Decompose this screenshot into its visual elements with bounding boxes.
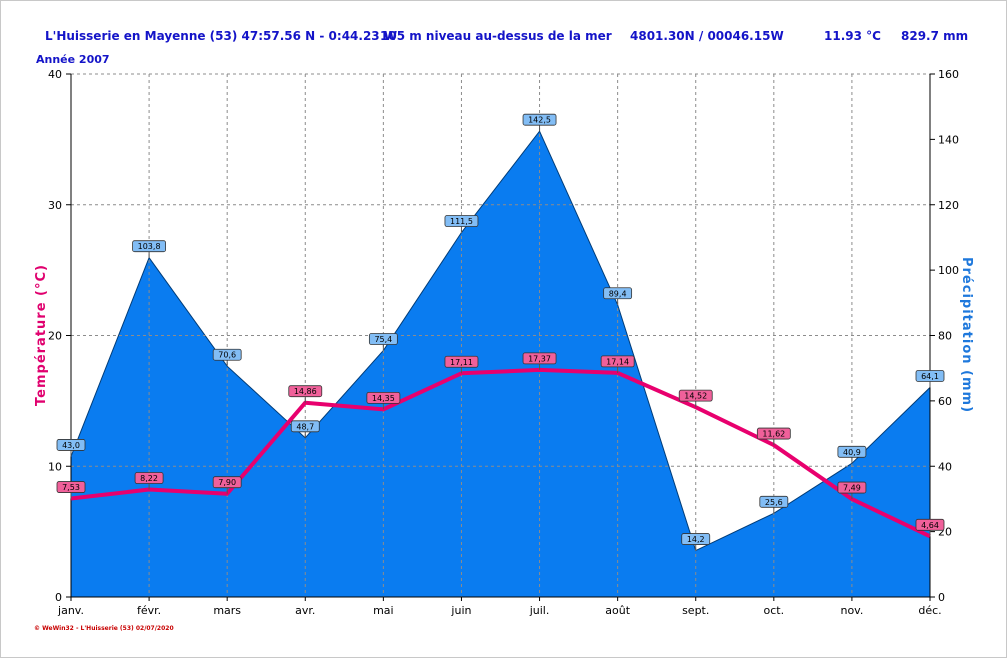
coordinates-text: 4801.30N / 00046.15W bbox=[630, 29, 784, 43]
temp-data-label-box bbox=[212, 476, 242, 489]
temp-data-label: 17,14 bbox=[606, 357, 629, 366]
precip-data-label: 142,5 bbox=[528, 116, 551, 125]
precip-data-label: 89,4 bbox=[609, 289, 627, 298]
year-label: Année 2007 bbox=[36, 53, 110, 66]
precip-data-label: 103,8 bbox=[138, 242, 161, 251]
left-tick-label: 30 bbox=[48, 199, 62, 212]
precip-data-label: 111,5 bbox=[450, 217, 473, 226]
total-precipitation: 829.7 mm bbox=[901, 29, 969, 43]
temp-data-label: 14,35 bbox=[372, 394, 395, 403]
x-tick-label: mars bbox=[213, 604, 241, 617]
temp-data-label-box bbox=[366, 391, 401, 404]
x-tick-label: févr. bbox=[137, 604, 161, 617]
temp-data-label: 14,52 bbox=[684, 392, 707, 401]
temp-data-label: 17,37 bbox=[528, 354, 551, 363]
station-title: L'Huisserie en Mayenne (53) 47:57.56 N -… bbox=[45, 29, 398, 43]
precip-data-label: 43,0 bbox=[62, 441, 80, 450]
x-tick-label: nov. bbox=[840, 604, 863, 617]
precip-data-label-box bbox=[56, 439, 86, 451]
temp-data-label-box bbox=[56, 481, 86, 493]
precip-data-label-box bbox=[132, 240, 166, 253]
right-tick-label: 160 bbox=[938, 68, 959, 81]
right-tick-label: 60 bbox=[938, 395, 952, 408]
precip-data-label: 40,9 bbox=[843, 448, 861, 457]
mean-temperature: 11.93 °C bbox=[824, 29, 881, 43]
precip-data-label-box bbox=[603, 287, 633, 300]
right-tick-label: 140 bbox=[938, 133, 959, 146]
precip-data-label-box bbox=[681, 533, 711, 545]
precip-data-label: 64,1 bbox=[921, 372, 939, 381]
temp-data-label-box bbox=[678, 389, 713, 402]
temp-data-label: 7,49 bbox=[843, 484, 861, 493]
precip-data-label-box bbox=[368, 333, 398, 345]
precip-data-label: 14,2 bbox=[687, 535, 705, 544]
right-tick-label: 0 bbox=[938, 591, 945, 604]
precip-data-label-box bbox=[522, 113, 557, 126]
temp-data-label: 17,11 bbox=[450, 358, 473, 367]
x-tick-label: oct. bbox=[764, 604, 785, 617]
precip-data-label-box bbox=[212, 348, 242, 361]
right-tick-label: 80 bbox=[938, 330, 952, 343]
temp-data-label-box bbox=[837, 481, 867, 494]
right-tick-label: 40 bbox=[938, 460, 952, 473]
footer-credit: © WeWin32 - L'Huisserie (53) 02/07/2020 bbox=[34, 625, 174, 632]
temp-data-label: 8,22 bbox=[140, 474, 158, 483]
precip-data-label: 70,6 bbox=[218, 351, 236, 360]
precip-data-label: 75,4 bbox=[374, 335, 392, 344]
temp-data-label-box bbox=[134, 472, 164, 484]
left-tick-label: 20 bbox=[48, 330, 62, 343]
temp-data-label-box bbox=[600, 355, 635, 368]
temp-data-label: 11,62 bbox=[762, 430, 785, 439]
left-tick-label: 10 bbox=[48, 460, 62, 473]
x-tick-label: déc. bbox=[918, 604, 941, 617]
temp-data-label: 14,86 bbox=[294, 387, 317, 396]
precip-data-label-box bbox=[444, 215, 479, 227]
x-tick-label: janv. bbox=[57, 604, 84, 617]
precip-data-label: 25,6 bbox=[765, 498, 783, 507]
right-tick-label: 100 bbox=[938, 264, 959, 277]
precip-data-label-box bbox=[759, 495, 789, 508]
x-tick-label: juin bbox=[450, 604, 471, 617]
left-tick-label: 40 bbox=[48, 68, 62, 81]
temp-data-label: 7,90 bbox=[218, 478, 236, 487]
temp-data-label-box bbox=[756, 427, 791, 440]
temp-data-label-box bbox=[288, 385, 323, 398]
precip-data-label: 48,7 bbox=[296, 422, 314, 431]
precip-data-label-box bbox=[837, 445, 867, 458]
altitude-text: 105 m niveau au-dessus de la mer bbox=[380, 29, 612, 43]
x-tick-label: juil. bbox=[529, 604, 550, 617]
temp-data-label-box bbox=[444, 355, 479, 368]
precip-data-label-box bbox=[290, 420, 320, 433]
temp-data-label: 7,53 bbox=[62, 483, 80, 492]
right-tick-label: 120 bbox=[938, 199, 959, 212]
right-axis-title: Précipitation (mm) bbox=[959, 257, 974, 413]
temp-data-label: 4,64 bbox=[921, 521, 939, 530]
left-axis-title: Température (°C) bbox=[34, 264, 49, 406]
temp-data-label-box bbox=[522, 352, 557, 365]
x-tick-label: sept. bbox=[682, 604, 709, 617]
precip-data-label-box bbox=[915, 370, 945, 382]
temperature-line bbox=[70, 367, 931, 539]
x-tick-label: août bbox=[605, 604, 630, 617]
temp-data-label-box bbox=[915, 518, 945, 531]
x-tick-label: mai bbox=[373, 604, 394, 617]
x-tick-label: avr. bbox=[295, 604, 315, 617]
left-tick-label: 0 bbox=[55, 591, 62, 604]
